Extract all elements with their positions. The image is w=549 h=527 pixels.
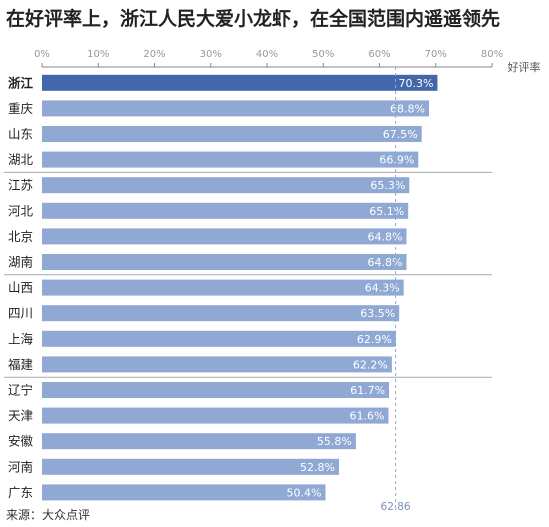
bar [42, 126, 422, 142]
bar [42, 407, 389, 424]
value-label: 64.3% [365, 282, 400, 295]
x-tick-label: 40% [256, 49, 278, 60]
bar [42, 382, 390, 398]
value-label: 63.5% [360, 307, 395, 320]
bar [42, 254, 407, 270]
value-label: 65.1% [369, 205, 404, 218]
category-label: 河南 [8, 459, 33, 474]
x-tick-label: 20% [143, 49, 165, 60]
value-label: 70.3% [398, 77, 433, 90]
value-label: 62.2% [353, 358, 388, 371]
value-label: 64.8% [368, 256, 403, 269]
x-tick-label: 0% [34, 49, 50, 60]
bar [42, 74, 438, 91]
category-label: 四川 [8, 306, 33, 321]
bar [42, 305, 400, 322]
x-tick-label: 60% [368, 49, 390, 60]
value-label: 66.9% [379, 154, 414, 167]
x-tick-label: 30% [200, 49, 222, 60]
value-label: 68.8% [390, 102, 425, 115]
bar [42, 458, 339, 475]
x-axis-label: 好评率 [508, 60, 541, 74]
reference-line-label: 62.86 [381, 501, 411, 513]
bar [42, 356, 392, 373]
bar [42, 100, 429, 117]
category-label: 山东 [8, 127, 33, 142]
category-label: 广东 [8, 485, 33, 500]
value-label: 64.8% [368, 230, 403, 243]
bar [42, 484, 326, 501]
bar [42, 433, 356, 450]
category-label: 江苏 [8, 178, 33, 193]
category-label: 河北 [8, 203, 34, 218]
bar [42, 177, 410, 194]
value-label: 62.9% [357, 333, 392, 346]
x-tick-label: 70% [425, 49, 447, 60]
category-label: 浙江 [8, 75, 34, 90]
source-note: 来源：大众点评 [6, 508, 91, 522]
category-label: 重庆 [8, 101, 34, 116]
category-label: 北京 [8, 229, 33, 244]
x-tick-label: 50% [312, 49, 334, 60]
category-label: 福建 [8, 357, 34, 372]
value-label: 50.4% [287, 486, 322, 499]
value-label: 67.5% [383, 128, 418, 141]
bar [42, 330, 396, 347]
value-label: 65.3% [370, 179, 405, 192]
category-label: 安徽 [8, 434, 34, 449]
value-label: 55.8% [317, 435, 352, 448]
category-label: 湖南 [8, 255, 33, 270]
value-label: 52.8% [300, 461, 335, 474]
value-label: 61.6% [350, 410, 385, 423]
category-label: 山西 [8, 280, 33, 295]
x-tick-label: 10% [87, 49, 109, 60]
category-label: 辽宁 [8, 383, 33, 398]
category-label: 湖北 [8, 152, 34, 167]
bar [42, 279, 404, 296]
chart-title: 在好评率上，浙江人民大爱小龙虾，在全国范围内遥遥领先 [6, 8, 501, 30]
bar [42, 228, 407, 245]
value-label: 61.7% [350, 384, 385, 397]
x-tick-label: 80% [481, 49, 503, 60]
category-label: 天津 [8, 408, 33, 423]
bar [42, 151, 419, 168]
bar [42, 202, 409, 219]
category-label: 上海 [8, 331, 34, 346]
